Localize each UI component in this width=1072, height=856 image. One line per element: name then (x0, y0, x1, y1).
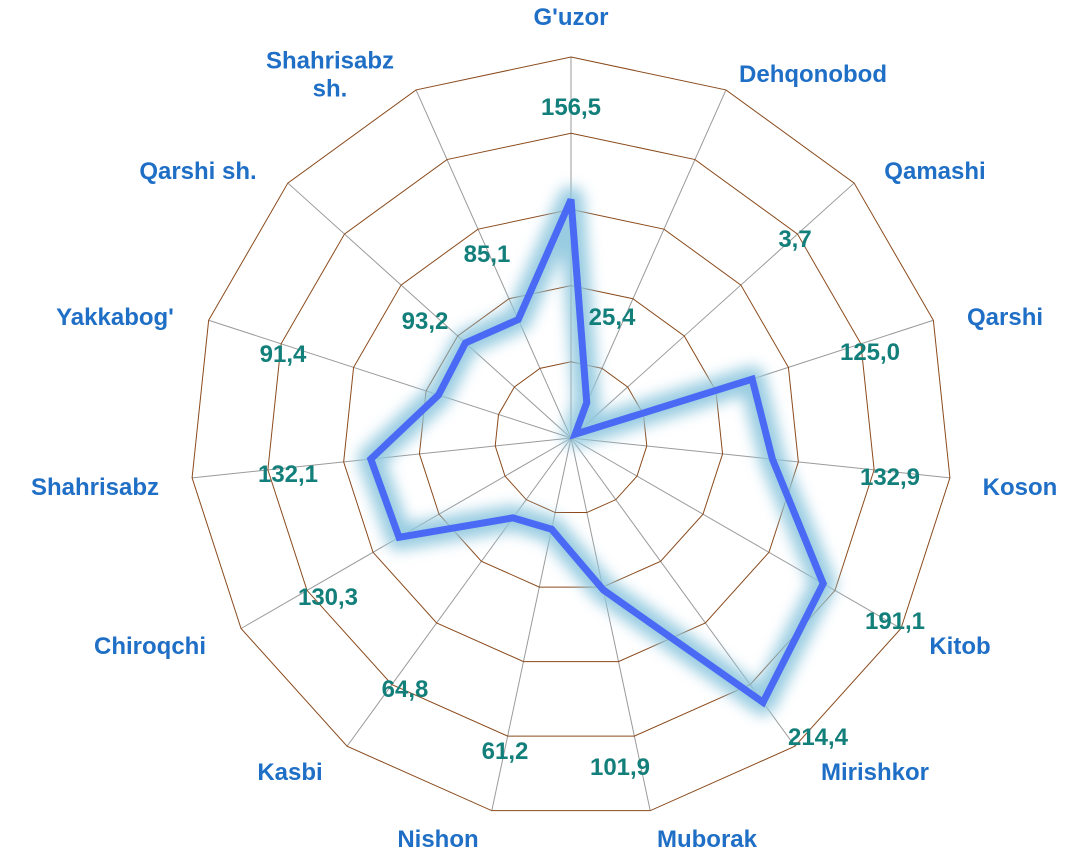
category-label: Kitob (929, 633, 991, 661)
value-label: 130,3 (297, 584, 359, 612)
spoke (208, 319, 572, 439)
value-label: 91,4 (259, 341, 307, 369)
category-label: Shahrisabz sh. (265, 47, 395, 102)
value-label: 132,9 (859, 464, 921, 492)
value-label: 191,1 (864, 608, 926, 636)
spoke (491, 437, 572, 811)
category-label: Mirishkor (820, 759, 930, 787)
category-label: Dehqonobod (739, 61, 887, 89)
category-label: Yakkabog' (56, 304, 174, 332)
line-glow (357, 186, 837, 716)
grid-ring (494, 361, 648, 514)
value-label: 61,2 (481, 738, 529, 766)
spoke (570, 182, 855, 439)
grid-ring (267, 132, 875, 737)
value-label: 125,0 (839, 339, 901, 367)
value-label: 64,8 (381, 676, 429, 704)
spoke (570, 437, 651, 811)
spoke (346, 437, 572, 747)
category-label: Chiroqchi (94, 633, 206, 661)
category-label: Qarshi (966, 304, 1044, 332)
value-label: 214,4 (787, 724, 849, 752)
data-line (366, 198, 828, 708)
category-label: Qarshi sh. (139, 158, 257, 186)
category-label: Koson (982, 474, 1058, 502)
spoke (287, 182, 572, 439)
grid-ring (343, 208, 799, 663)
value-label: 132,1 (257, 461, 319, 489)
value-label: 3,7 (778, 226, 812, 254)
category-label: Shahrisabz (30, 474, 160, 502)
category-label: Muborak (656, 826, 758, 854)
value-label: 156,5 (540, 94, 602, 122)
spoke (415, 89, 572, 439)
category-label: Kasbi (257, 759, 323, 787)
spoke (570, 437, 902, 629)
value-label: 101,9 (589, 754, 651, 782)
grid-ring (191, 56, 951, 812)
value-label: 25,4 (588, 304, 636, 332)
category-label: Qamashi (884, 158, 986, 186)
category-label: Nishon (397, 826, 479, 854)
value-label: 93,2 (401, 308, 449, 336)
category-label: G'uzor (533, 4, 609, 32)
value-label: 85,1 (463, 241, 511, 269)
